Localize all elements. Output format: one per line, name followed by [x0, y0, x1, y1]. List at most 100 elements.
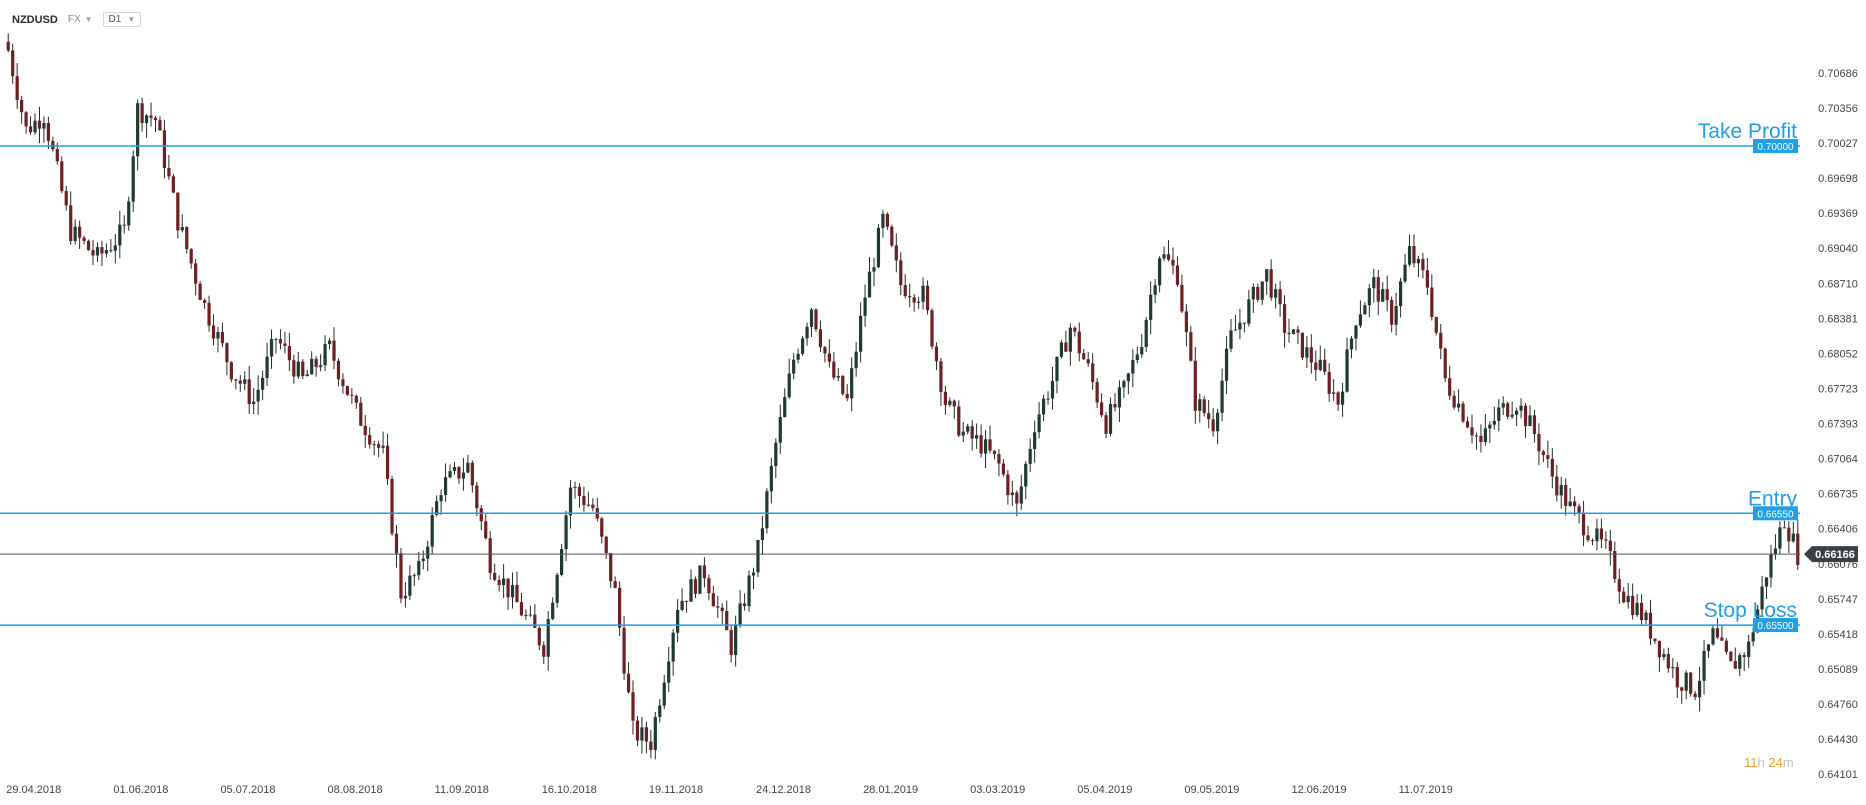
candle[interactable]	[1581, 501, 1586, 547]
candle[interactable]	[82, 235, 86, 245]
candle[interactable]	[1028, 438, 1032, 472]
candle[interactable]	[988, 425, 992, 454]
candle[interactable]	[1296, 325, 1300, 345]
candle[interactable]	[1064, 330, 1068, 353]
candle[interactable]	[1247, 289, 1251, 327]
candle[interactable]	[60, 156, 64, 194]
candle[interactable]	[162, 119, 167, 179]
candle[interactable]	[1733, 647, 1737, 669]
candle[interactable]	[702, 557, 707, 588]
candle[interactable]	[1242, 322, 1246, 333]
candle[interactable]	[1398, 277, 1403, 318]
candle[interactable]	[91, 239, 95, 266]
candle[interactable]	[452, 461, 457, 475]
candle[interactable]	[501, 564, 506, 599]
candle[interactable]	[622, 616, 626, 681]
candle[interactable]	[28, 116, 33, 135]
candle[interactable]	[934, 342, 939, 371]
candle[interactable]	[408, 565, 412, 600]
candle[interactable]	[693, 576, 698, 599]
candle[interactable]	[1041, 394, 1046, 422]
candle[interactable]	[845, 384, 849, 402]
candle[interactable]	[671, 629, 675, 676]
candle[interactable]	[95, 242, 100, 262]
candle[interactable]	[1265, 268, 1269, 295]
candle[interactable]	[1421, 252, 1425, 279]
candle[interactable]	[73, 219, 77, 245]
candle[interactable]	[658, 698, 662, 723]
candle[interactable]	[930, 308, 934, 350]
candle[interactable]	[1546, 440, 1550, 469]
candle[interactable]	[1381, 282, 1385, 302]
candle[interactable]	[153, 115, 158, 132]
candle[interactable]	[649, 729, 653, 759]
candle[interactable]	[426, 540, 430, 571]
candle[interactable]	[1787, 521, 1791, 554]
candle[interactable]	[243, 371, 247, 391]
candle[interactable]	[1220, 368, 1224, 422]
candle[interactable]	[863, 284, 867, 327]
candle[interactable]	[296, 351, 300, 379]
candle[interactable]	[470, 460, 474, 493]
candle[interactable]	[171, 173, 175, 194]
candle[interactable]	[1349, 336, 1354, 359]
candle[interactable]	[966, 423, 970, 435]
candle[interactable]	[1559, 476, 1563, 509]
candle[interactable]	[1506, 401, 1510, 420]
candle[interactable]	[283, 331, 287, 354]
candle[interactable]	[247, 365, 251, 414]
candle[interactable]	[867, 257, 872, 298]
candle[interactable]	[1653, 638, 1657, 644]
candle[interactable]	[1742, 652, 1746, 671]
candle[interactable]	[792, 353, 796, 380]
candle[interactable]	[1519, 398, 1523, 419]
candle[interactable]	[207, 295, 211, 332]
candle[interactable]	[823, 345, 827, 363]
candle[interactable]	[814, 308, 818, 332]
candle[interactable]	[595, 497, 599, 522]
candle[interactable]	[350, 388, 354, 405]
candle[interactable]	[1091, 353, 1095, 390]
candle[interactable]	[225, 342, 229, 376]
candle[interactable]	[1336, 391, 1340, 411]
candle[interactable]	[24, 111, 28, 134]
candle[interactable]	[1340, 382, 1345, 417]
candle[interactable]	[265, 342, 269, 387]
candle[interactable]	[1332, 379, 1336, 401]
candle[interactable]	[140, 97, 144, 132]
candle[interactable]	[372, 440, 376, 456]
candle[interactable]	[412, 573, 416, 587]
candle[interactable]	[957, 400, 961, 438]
candle[interactable]	[78, 220, 82, 249]
candle[interactable]	[1010, 480, 1014, 507]
candle[interactable]	[1532, 409, 1537, 443]
candle[interactable]	[1305, 336, 1309, 368]
candle[interactable]	[1229, 319, 1233, 353]
candle[interactable]	[69, 191, 73, 245]
candle[interactable]	[1193, 346, 1197, 424]
candle[interactable]	[787, 358, 791, 399]
candle[interactable]	[1033, 420, 1037, 463]
candle[interactable]	[274, 337, 278, 354]
candle[interactable]	[1198, 393, 1202, 423]
candle[interactable]	[975, 423, 979, 449]
candle[interactable]	[734, 615, 738, 667]
candle[interactable]	[876, 223, 881, 269]
candle[interactable]	[336, 358, 341, 387]
candle[interactable]	[1671, 658, 1675, 679]
candle[interactable]	[644, 721, 648, 754]
candle[interactable]	[992, 450, 997, 460]
candle[interactable]	[818, 320, 823, 353]
candle[interactable]	[1224, 336, 1229, 395]
candle[interactable]	[1131, 349, 1135, 388]
candle[interactable]	[363, 414, 367, 448]
candle[interactable]	[234, 378, 238, 390]
candle[interactable]	[323, 335, 327, 372]
candle[interactable]	[1680, 686, 1684, 704]
candle[interactable]	[109, 239, 113, 253]
candle[interactable]	[1171, 247, 1175, 275]
candle[interactable]	[1662, 648, 1666, 661]
candle[interactable]	[1702, 639, 1706, 695]
candle[interactable]	[1782, 520, 1786, 529]
candle[interactable]	[1631, 583, 1635, 620]
